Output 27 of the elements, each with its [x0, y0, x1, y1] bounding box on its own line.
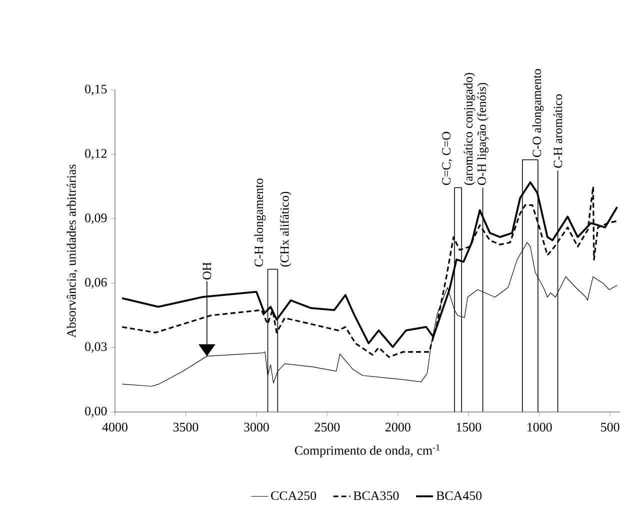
x-tick-label: 3500	[173, 422, 198, 432]
x-tick-label: 500	[601, 422, 620, 432]
ref-line-label: C-O alongamento	[532, 69, 544, 158]
y-tick-label: 0,09	[85, 214, 107, 224]
x-tick-label: 1500	[456, 422, 482, 432]
y-axis-title: Absorvância, unidades arbitrárias	[66, 164, 78, 338]
ref-line-label: C-H alongamento	[254, 178, 266, 267]
ref-line-label: (aromático conjugado)	[464, 72, 476, 185]
ref-line-label: C=C, C=O	[442, 132, 452, 185]
legend-label: BCA450	[436, 491, 482, 500]
x-tick-label: 4000	[102, 422, 128, 432]
legend-label: CCA250	[271, 491, 316, 500]
y-tick-label: 0,06	[85, 278, 107, 289]
y-tick-label: 0,15	[85, 84, 107, 96]
x-tick-label: 3000	[244, 422, 269, 432]
x-tick-label: 2000	[386, 422, 410, 432]
x-axis-title: Comprimento de onda, cm$^{-1}$	[294, 444, 440, 458]
ref-line-label: C-H aromático	[553, 94, 562, 168]
legend-label: BCA350	[354, 491, 399, 500]
x-tick-label: 2500	[314, 422, 340, 432]
y-tick-label: 0,03	[85, 342, 107, 353]
y-tick-label: 0,12	[85, 149, 107, 160]
ref-line-label: O-H ligação (fenóis)	[477, 82, 489, 185]
ref-line-label: (CHx alifático)	[280, 192, 292, 267]
x-tick-label: 1000	[528, 422, 552, 432]
annotation: OH	[202, 262, 212, 280]
y-tick-label: 0,00	[85, 406, 107, 418]
